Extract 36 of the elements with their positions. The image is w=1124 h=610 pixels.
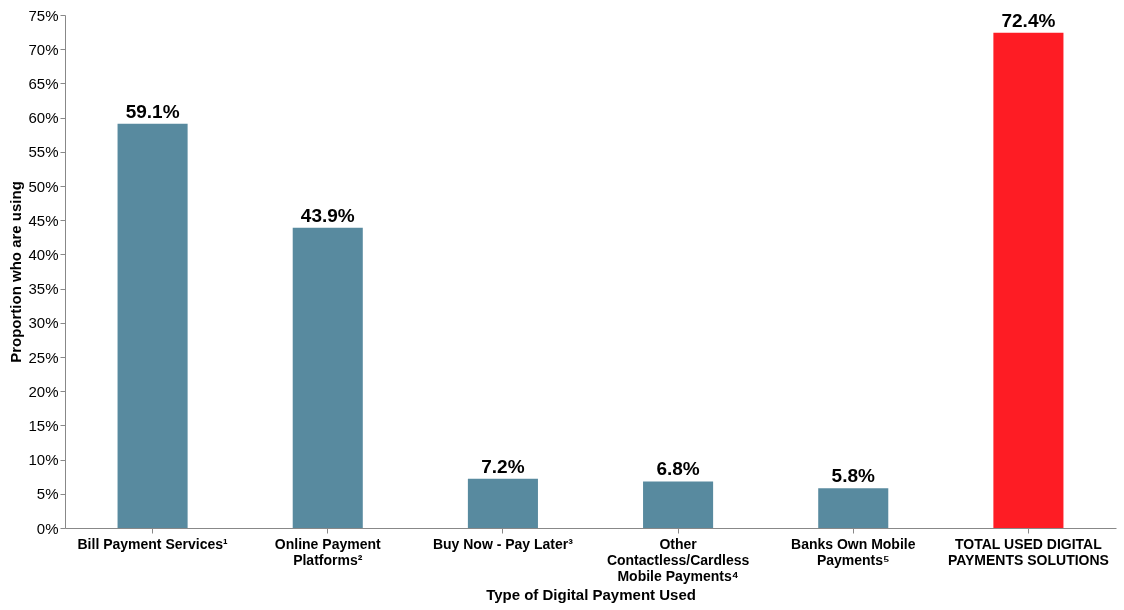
bar [993,32,1064,528]
x-tick-label: TOTAL USED DIGITAL PAYMENTS SOLUTIONS [947,535,1109,568]
y-tick-label: 50% [28,177,59,195]
x-tick-label: Bill Payment Services¹ [77,535,229,552]
y-tick-label: 5% [36,485,59,503]
data-label: 7.2% [481,455,525,477]
x-tick-label: Online Payment Platforms² [274,535,381,568]
x-axis-title: Type of Digital Payment Used [486,585,696,603]
data-label: 5.8% [831,465,876,487]
bar [292,227,363,528]
bar [818,488,889,528]
data-label: 43.9% [300,204,355,226]
y-tick-label: 0% [36,519,59,537]
x-tick-label: Buy Now - Pay Later³ [432,535,574,552]
y-tick-label: 60% [28,109,59,127]
y-axis-title: Proportion who are using [7,181,25,363]
y-tick-label: 35% [28,280,59,298]
data-label: 6.8% [656,458,700,480]
y-tick-label: 70% [28,40,59,58]
y-tick-label: 65% [28,74,59,92]
y-tick-label: 10% [28,451,59,469]
y-tick-label: 15% [28,416,59,434]
x-tick-label: Other Contactless/Cardless Mobile Payments⁴ [606,535,750,584]
data-label: 72.4% [1001,9,1056,31]
y-tick-label: 45% [28,211,59,229]
y-tick-label: 30% [28,314,59,332]
y-tick-label: 20% [28,382,59,400]
data-label: 59.1% [125,100,180,122]
y-tick-label: 55% [28,143,59,161]
bar [467,478,538,528]
x-tick-label: Banks Own Mobile Payments⁵ [791,535,916,568]
y-tick-label: 40% [28,245,59,263]
y-tick-label: 75% [28,6,59,24]
bar [117,123,188,528]
y-tick-label: 25% [28,348,59,366]
bar [643,481,714,528]
